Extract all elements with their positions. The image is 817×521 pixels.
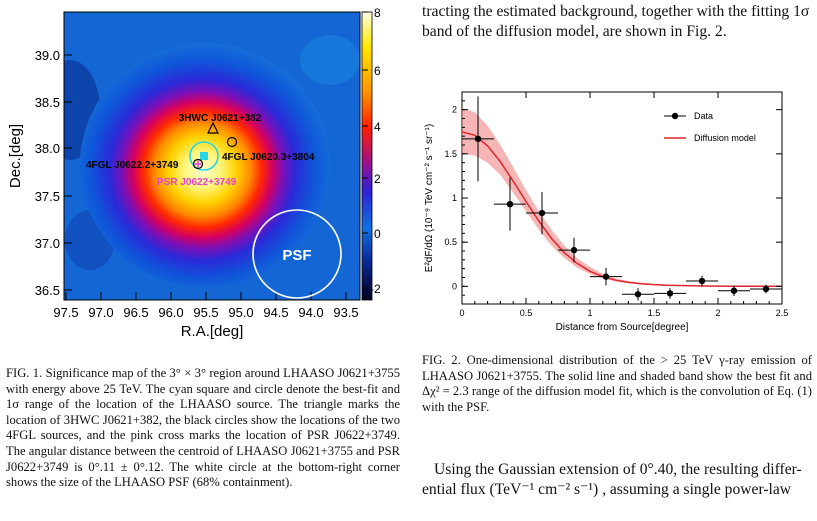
data-point — [698, 277, 706, 285]
colorbar-tick-label: 8 — [374, 6, 381, 20]
y-tick-label: 37.0 — [35, 236, 60, 251]
colorbar-tick-label: 4 — [374, 120, 381, 134]
fig1-plot: 8 6 4 2 0 -2 39.0 38.5 38.0 37.5 37.0 36… — [7, 6, 381, 340]
data-point — [570, 246, 578, 254]
y-tick-label: 38.5 — [35, 95, 60, 110]
data-points-layer — [462, 96, 782, 301]
legend-data-label: Data — [694, 111, 713, 121]
colorbar-ticks: 8 6 4 2 0 -2 — [362, 6, 381, 296]
fig2-ticks: 0 0.5 1 1.5 2 2.5 0 0.5 1 1.5 2 — [444, 92, 788, 318]
heatmap — [64, 12, 360, 300]
y-tick-label: 39.0 — [35, 48, 60, 63]
x-tick-label: 95.5 — [193, 305, 218, 320]
fig2: 0 0.5 1 1.5 2 2.5 0 0.5 1 1.5 2 Data Diffusion mod… — [418, 84, 817, 336]
data-point — [602, 273, 610, 280]
y-tick-label: 1.5 — [444, 149, 457, 159]
fig2-ylabel: E²dF/dΩ (10⁻⁹ TeV cm⁻² s⁻¹ sr⁻¹) — [424, 124, 435, 272]
colorbar-tick-label: 0 — [374, 227, 381, 241]
y-tick-label: 37.5 — [35, 189, 60, 204]
fig1-xlabel: R.A.[deg] — [181, 323, 244, 340]
psr-cross-marker — [194, 160, 202, 168]
x-tick-label: 95.0 — [228, 305, 253, 320]
x-tick-label: 93.5 — [333, 305, 358, 320]
hawc-triangle-marker — [207, 121, 219, 134]
fig2-frame — [461, 91, 783, 305]
model-band — [462, 107, 782, 287]
y-tick-label: 1 — [452, 193, 457, 203]
fig2-legend: Data Diffusion model — [664, 111, 756, 143]
fgl1-label: 4FGL J0622.2+3749 — [86, 160, 179, 171]
fig2-xlabel: Distance from Source[degree] — [556, 322, 689, 333]
fig1: 8 6 4 2 0 -2 39.0 38.5 38.0 37.5 37.0 36… — [0, 0, 400, 340]
top-text-line: tracting the estimated background, toget… — [422, 3, 810, 20]
legend-model-label: Diffusion model — [694, 133, 756, 143]
y-tick-label: 38.0 — [35, 141, 60, 156]
data-point — [762, 285, 770, 293]
lhaaso-bestfit-square — [200, 152, 208, 160]
model-band-layer — [462, 107, 782, 287]
legend-data-marker — [671, 112, 679, 120]
data-point — [634, 291, 642, 298]
bottom-text: Using the Gaussian extension of 0°.40, t… — [422, 460, 812, 500]
psf-label: PSF — [282, 247, 311, 264]
fig1-caption: FIG. 1. Significance map of the 3° × 3° … — [6, 366, 400, 490]
fig1-y-ticks: 39.0 38.5 38.0 37.5 37.0 36.5 — [35, 48, 72, 298]
data-point — [730, 287, 738, 294]
x-tick-label: 94.0 — [298, 305, 323, 320]
hawc-label: 3HWC J0621+382 — [179, 113, 262, 124]
fig1-x-ticks: 97.5 97.0 96.5 96.0 95.5 95.0 94.5 94.0 … — [53, 292, 359, 320]
x-tick-label: 97.5 — [53, 305, 78, 320]
x-tick-label: 1 — [587, 308, 592, 318]
fgl-circle-marker — [192, 158, 204, 170]
x-tick-label: 96.5 — [123, 305, 148, 320]
x-tick-label: 96.0 — [158, 305, 183, 320]
y-tick-label: 36.5 — [35, 283, 60, 298]
y-tick-label: 0 — [452, 281, 457, 291]
data-point — [538, 209, 546, 217]
psr-label: PSR J0622+3749 — [157, 177, 237, 188]
y-tick-label: 2 — [452, 105, 457, 115]
colorbar-tick-label: -2 — [370, 282, 381, 296]
fgl-circle-marker — [226, 136, 238, 148]
map-frame — [63, 11, 361, 301]
lhaaso-1sigma-circle — [189, 141, 219, 171]
x-tick-label: 94.5 — [263, 305, 288, 320]
fig1-ylabel: Dec.[deg] — [7, 124, 24, 188]
bottom-text-line: Using the Gaussian extension of 0°.40, t… — [434, 461, 802, 478]
bottom-text-line: ential flux (TeV⁻¹ cm⁻² s⁻¹) , assuming … — [422, 481, 792, 498]
top-text-line: band of the diffusion model, are shown i… — [422, 23, 727, 40]
colorbar-tick-label: 2 — [374, 172, 381, 186]
x-tick-label: 0.5 — [520, 308, 533, 318]
data-point — [474, 135, 482, 143]
x-tick-label: 2.5 — [776, 308, 789, 318]
model-line-layer — [461, 131, 782, 287]
x-tick-label: 97.0 — [88, 305, 113, 320]
y-tick-label: 0.5 — [444, 237, 457, 247]
top-text: tracting the estimated background, toget… — [422, 2, 812, 42]
psf-circle — [252, 209, 342, 299]
colorbar — [361, 11, 373, 301]
x-tick-label: 0 — [459, 308, 464, 318]
colorbar-tick-label: 6 — [374, 64, 381, 78]
fig2-caption: FIG. 2. One-dimensional distribution of … — [422, 353, 812, 414]
data-point — [666, 290, 674, 297]
x-tick-label: 2 — [715, 308, 720, 318]
model-line — [461, 131, 782, 287]
fig2-plot: 0 0.5 1 1.5 2 2.5 0 0.5 1 1.5 2 Data Diffusion mod… — [424, 91, 788, 333]
fgl2-label: 4FGL J0620.3+3804 — [222, 152, 315, 163]
x-tick-label: 1.5 — [648, 308, 661, 318]
data-point — [506, 200, 514, 208]
